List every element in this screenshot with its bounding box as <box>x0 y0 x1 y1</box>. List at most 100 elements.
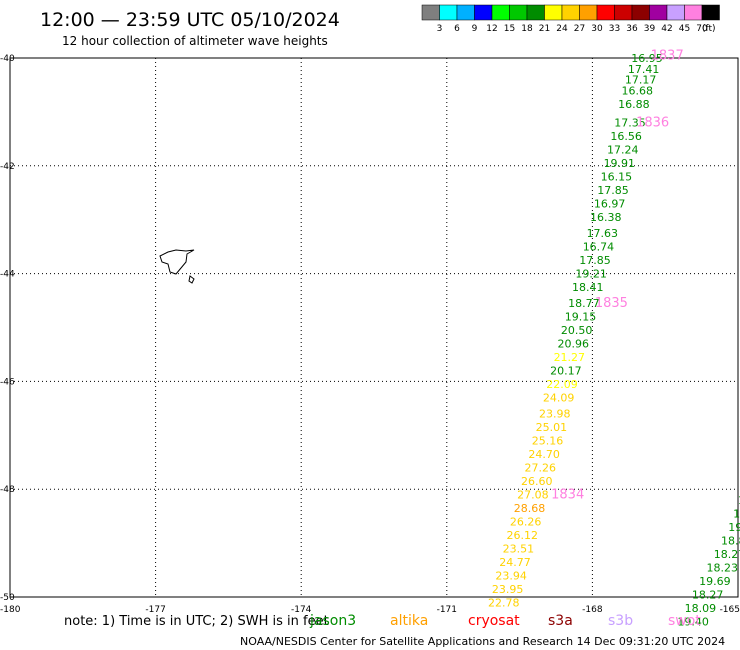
wave-height-label: 18.27 <box>692 588 724 601</box>
chart-subtitle: 12 hour collection of altimeter wave hei… <box>62 34 328 48</box>
wave-height-label: 17.63 <box>587 227 619 240</box>
time-label: 1836 <box>636 116 669 131</box>
wave-height-label: 23.98 <box>539 408 571 421</box>
scale-swatch <box>491 4 510 21</box>
wave-height-label: 19.69 <box>699 575 731 588</box>
scale-label: 42 <box>661 24 672 34</box>
island-outline <box>159 249 195 284</box>
wave-height-label: 17.17 <box>625 74 657 87</box>
scale-swatch <box>579 4 598 21</box>
wave-height-label: 16.97 <box>594 198 626 211</box>
satellite-legend-entry: altika <box>390 613 428 629</box>
wave-height-label: 18.83 <box>721 534 740 547</box>
chart-title: 12:00 — 23:59 UTC 05/10/2024 <box>40 9 340 31</box>
scale-swatch <box>631 4 650 21</box>
latitude-tick-labels: -40 -42 -44 -46 -48 -50 <box>0 54 15 603</box>
latitude-tick-label: -50 <box>0 593 15 603</box>
wave-height-label: 16.68 <box>622 84 654 97</box>
latitude-tick-label: -48 <box>0 485 15 495</box>
units-note: note: 1) Time is in UTC; 2) SWH is in fe… <box>64 614 329 629</box>
scale-swatch <box>666 4 685 21</box>
longitude-tick-label: -174 <box>291 605 312 615</box>
wave-height-label: 18.41 <box>572 281 604 294</box>
wave-height-label: 18 <box>738 494 740 507</box>
time-label: 1835 <box>595 296 628 311</box>
wave-height-label: 27.26 <box>524 462 556 475</box>
wave-height-label: 19.33 <box>728 521 740 534</box>
scale-swatch <box>439 4 458 21</box>
scale-swatch <box>701 4 720 21</box>
scale-unit: (ft) <box>702 24 716 34</box>
color-scale-bar: 3 6 9 12 15 18 21 24 27 30 33 36 39 42 45 70 <box>421 4 720 34</box>
scale-label: 9 <box>472 24 478 34</box>
satellite-legend-entry: cryosat <box>468 613 520 629</box>
latitude-tick-label: -42 <box>0 162 15 172</box>
wave-height-label: 22.78 <box>488 596 520 609</box>
scale-label: 30 <box>591 24 603 34</box>
wave-height-label: 18.77 <box>568 297 600 310</box>
wave-height-label: 19.15 <box>565 311 597 324</box>
scale-swatch <box>649 4 668 21</box>
longitude-tick-label: -168 <box>582 605 603 615</box>
wave-height-label: 17.85 <box>597 184 629 197</box>
wave-height-label: 23.51 <box>503 542 535 555</box>
wave-height-label: 18.23 <box>706 561 738 574</box>
scale-swatch <box>509 4 528 21</box>
wave-height-label: 21.27 <box>554 351 586 364</box>
wave-height-label: 24.77 <box>499 556 531 569</box>
scale-label: 6 <box>454 24 460 34</box>
scale-swatch <box>544 4 563 21</box>
wave-height-label: 17.35 <box>614 117 646 130</box>
wave-height-label: 19.91 <box>604 157 636 170</box>
wave-height-label: 24.70 <box>528 448 560 461</box>
wave-height-label: 23.95 <box>492 583 524 596</box>
wave-height-label: 25.01 <box>536 421 568 434</box>
scale-label: 18 <box>521 24 533 34</box>
wave-height-label: 17.41 <box>628 63 660 76</box>
scale-swatch <box>561 4 580 21</box>
wave-height-label: 16.74 <box>583 241 615 254</box>
scale-swatch <box>474 4 493 21</box>
time-label: 1834 <box>551 488 584 503</box>
map-frame <box>9 57 739 598</box>
wave-height-label: 20.17 <box>550 365 582 378</box>
scale-label: 39 <box>644 24 656 34</box>
wave-height-label: 26.26 <box>510 516 541 529</box>
scale-swatch <box>456 4 475 21</box>
latitude-tick-label: -40 <box>0 54 15 64</box>
scale-label: 33 <box>609 24 620 34</box>
wave-height-label: 16.9 <box>733 507 740 520</box>
wave-height-label: 24.09 <box>543 392 575 405</box>
wave-height-label: 16.95 <box>631 52 663 65</box>
scale-label: 15 <box>504 24 515 34</box>
wave-height-label: 18.27 <box>714 548 740 561</box>
wave-height-label: 17.85 <box>579 254 611 267</box>
wave-height-label: 22.09 <box>546 378 578 391</box>
wave-height-label: 19.40 <box>677 615 709 628</box>
time-label: 1837 <box>651 48 684 63</box>
scale-label: 12 <box>486 24 497 34</box>
wave-height-label: 16.56 <box>610 130 642 143</box>
wave-height-label: 19.21 <box>575 268 607 281</box>
satellite-legend-entry: s3a <box>548 613 573 629</box>
wave-height-label: 25.16 <box>532 435 564 448</box>
wave-height-label: 26.60 <box>521 475 553 488</box>
scale-swatch <box>684 4 703 21</box>
latitude-tick-label: -44 <box>0 270 15 280</box>
scale-label: 3 <box>437 24 443 34</box>
wave-height-label: 20.96 <box>557 338 589 351</box>
scale-swatch <box>596 4 615 21</box>
wave-height-label: 28.68 <box>514 502 546 515</box>
longitude-tick-label: -165 <box>720 605 740 615</box>
satellite-legend-entry: jason3 <box>309 613 356 629</box>
wave-height-label: 26.12 <box>506 529 537 542</box>
longitude-tick-label: -177 <box>145 605 165 615</box>
scale-swatch <box>421 4 440 21</box>
wave-height-label: 16.88 <box>618 98 650 111</box>
scale-label: 21 <box>539 24 550 34</box>
longitude-tick-labels: -180 -177 -174 -171 -168 -165 <box>0 605 740 615</box>
wave-height-label: 27.08 <box>517 489 549 502</box>
wave-height-label: 23.94 <box>495 569 527 582</box>
